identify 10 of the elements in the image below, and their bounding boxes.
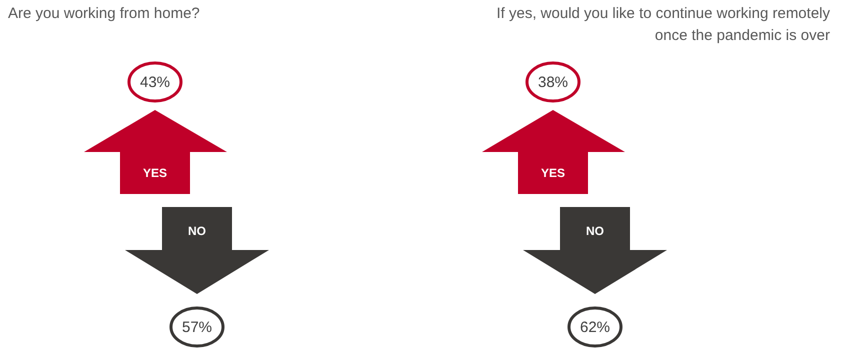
- category-label: YES: [142, 166, 168, 180]
- data-label: 43%: [140, 74, 170, 91]
- data-label: 62%: [580, 319, 610, 336]
- data-label: 38%: [538, 74, 568, 91]
- text: Are you working from home?: [8, 5, 200, 22]
- data-label: 57%: [182, 319, 212, 336]
- category-label: NO: [188, 224, 206, 238]
- category-label: NO: [586, 224, 604, 238]
- category-label: YES: [540, 166, 566, 180]
- text: If yes, would you like to continue working remotely once the pandemic is over: [496, 5, 830, 44]
